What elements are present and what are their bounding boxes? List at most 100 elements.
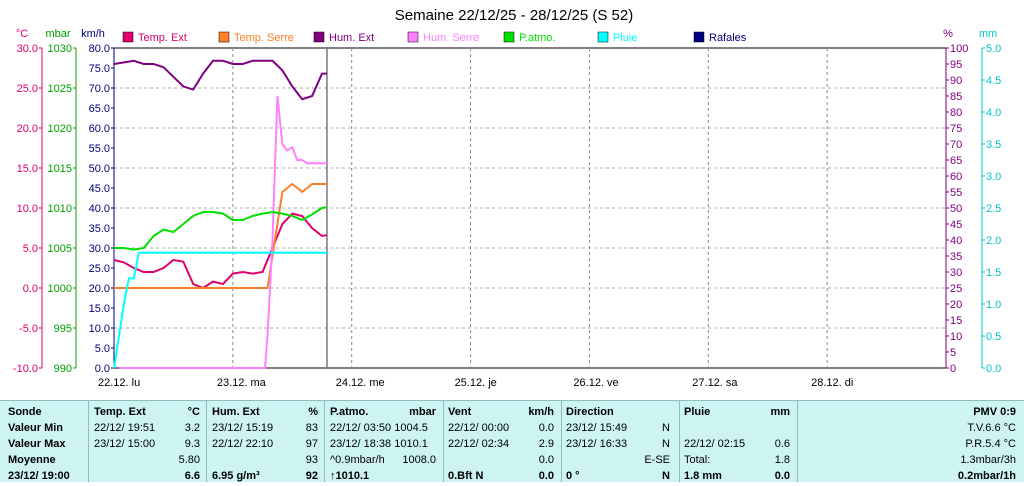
rain-tick-label: 2.5 (986, 203, 1001, 215)
table-cell: 97 (305, 438, 318, 450)
legend-label: Hum. Serre (423, 32, 479, 44)
hum-tick-label: 30 (950, 267, 962, 279)
series-p-atmo- (114, 206, 328, 251)
temp-tick-label: 30.0 (17, 43, 38, 55)
rain-tick-label: 3.0 (986, 171, 1001, 183)
rain-tick-label: 0.5 (986, 331, 1001, 343)
table-cell: Valeur Min (8, 422, 64, 434)
table-cell: mbar (409, 406, 436, 418)
table-cell: 22/12/ 00:00 (448, 422, 510, 434)
press-tick-label: 1005 (48, 243, 72, 255)
table-cell: 1008.0 (402, 454, 436, 466)
legend-swatch (122, 31, 134, 43)
legend-swatch (597, 31, 609, 43)
wind-tick-label: 10.0 (89, 323, 110, 335)
hum-tick-label: 35 (950, 251, 962, 263)
rain-tick-label: 3.5 (986, 139, 1001, 151)
x-tick-label: 28.12. di (811, 377, 853, 389)
table-row: Valeur Max 23/12/ 15:00 9.3 22/12/ 22:10 97 2… (0, 438, 1024, 454)
temp-tick-label: 10.0 (17, 203, 38, 215)
table-cell: Moyenne (8, 454, 56, 466)
hum-tick-label: 15 (950, 315, 962, 327)
rain-tick-label: 4.5 (986, 75, 1001, 87)
press-axis-unit: mbar (45, 28, 70, 40)
table-row: Valeur Min 22/12/ 19:51 3.2 23/12/ 15:19 83 2… (0, 422, 1024, 438)
table-cell: 22/12/ 22:10 (212, 438, 274, 450)
wind-tick-label: 40.0 (89, 203, 110, 215)
wind-tick-label: 25.0 (89, 263, 110, 275)
press-tick-label: 1000 (48, 283, 72, 295)
rain-tick-label: 0.0 (986, 363, 1001, 375)
table-cell: 22/12/ 02:34 (448, 438, 510, 450)
table-row: Moyenne 5.80 93 ^0.9mbar/h 1008.0 0.0 E-SE Tota… (0, 454, 1024, 470)
table-cell: 9.3 (184, 438, 200, 450)
wind-tick-label: 0.0 (95, 363, 110, 375)
table-divider (679, 401, 680, 482)
legend-swatch (218, 31, 230, 43)
press-tick-label: 1030 (48, 43, 72, 55)
table-cell: 23/12/ 19:00 (8, 470, 70, 482)
rain-tick-label: 2.0 (986, 235, 1001, 247)
table-cell: 23/12/ 15:49 (566, 422, 628, 434)
table-cell: Direction (566, 406, 614, 418)
hum-tick-label: 75 (950, 123, 962, 135)
table-cell: 1.8 mm (684, 470, 722, 482)
table-divider (88, 401, 89, 482)
table-cell: 0.Bft N (448, 470, 484, 482)
grid (113, 47, 947, 369)
table-row: Sonde Temp. Ext °C Hum. Ext% P.atmo. mbar Vent… (0, 406, 1024, 422)
table-cell: PMV 0:9 (973, 406, 1016, 418)
wind-tick-label: 45.0 (89, 183, 110, 195)
table-cell: 0.0 (538, 454, 554, 466)
x-tick-label: 27.12. sa (692, 377, 738, 389)
x-tick-label: 26.12. ve (573, 377, 618, 389)
hum-tick-label: 40 (950, 235, 962, 247)
hum-tick-label: 70 (950, 139, 962, 151)
press-tick-label: 995 (54, 323, 72, 335)
hum-tick-label: 90 (950, 75, 962, 87)
table-cell: Pluie (684, 406, 711, 418)
wind-tick-label: 60.0 (89, 123, 110, 135)
legend-label: P.atmo. (519, 32, 556, 44)
wind-tick-label: 70.0 (89, 83, 110, 95)
wind-tick-label: 30.0 (89, 243, 110, 255)
stats-table: Sonde Temp. Ext °C Hum. Ext% P.atmo. mbar Vent… (0, 400, 1024, 482)
table-row: 23/12/ 19:00 6.6 6.95 g/m³ 92 ↑1010.1 0.Bft N… (0, 470, 1024, 486)
hum-tick-label: 10 (950, 331, 962, 343)
table-cell: 23/12/ 15:19 (212, 422, 274, 434)
hum-tick-label: 0 (950, 363, 956, 375)
wind-tick-label: 5.0 (95, 343, 110, 355)
legend-label: Rafales (709, 32, 747, 44)
table-cell: 6.6 (184, 470, 200, 482)
table-cell: 23/12/ 16:33 (566, 438, 628, 450)
series-pluie (113, 251, 327, 369)
table-cell: 0.0 (774, 470, 790, 482)
ticks: 22.12. lu 23.12. ma 24.12. me 25.12. je 26.1… (13, 43, 1001, 389)
wind-axis-unit: km/h (81, 28, 105, 40)
temp-tick-label: -5.0 (19, 323, 38, 335)
hum-tick-label: 100 (950, 43, 968, 55)
hum-tick-label: 95 (950, 59, 962, 71)
table-cell: 0 ° (566, 470, 580, 482)
temp-tick-label: 25.0 (17, 83, 38, 95)
hum-tick-label: 55 (950, 187, 962, 199)
table-cell: 23/12/ 18:38 1010.1 (330, 438, 428, 450)
series-hum-serre (119, 95, 327, 369)
table-cell: N (662, 470, 670, 482)
temp-tick-label: 15.0 (17, 163, 38, 175)
x-tick-label: 25.12. je (455, 377, 497, 389)
table-cell: 92 (305, 470, 318, 482)
series-hum-ext (113, 59, 327, 101)
rain-tick-label: 5.0 (986, 43, 1001, 55)
table-cell: Temp. Ext (94, 406, 146, 418)
table-cell: E-SE (644, 454, 670, 466)
legend-swatch (503, 31, 515, 43)
table-cell: 5.80 (178, 454, 200, 466)
table-cell: N (662, 438, 670, 450)
hum-tick-label: 85 (950, 91, 962, 103)
rain-tick-label: 4.0 (986, 107, 1001, 119)
table-cell: P.atmo. (330, 406, 369, 418)
rain-axis-unit: mm (979, 28, 997, 40)
press-tick-label: 1025 (48, 83, 72, 95)
table-cell: 22/12/ 02:15 (684, 438, 746, 450)
